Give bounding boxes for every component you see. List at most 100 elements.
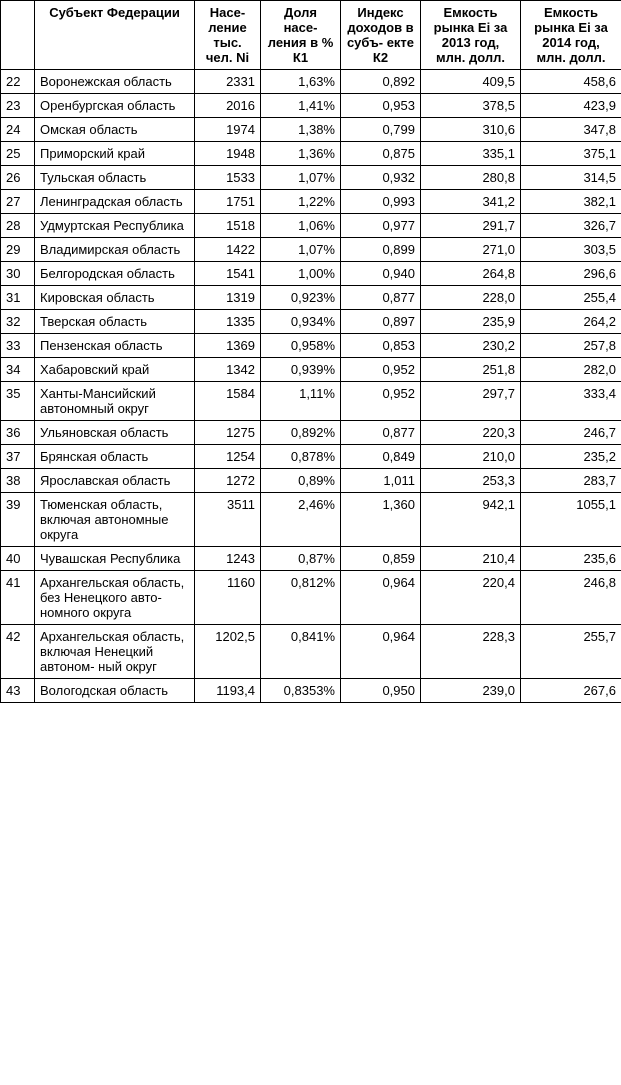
cell-value: 0,964: [341, 571, 421, 625]
cell-value: 1369: [195, 334, 261, 358]
cell-value: 423,9: [521, 94, 621, 118]
subject-name: Удмуртская Республика: [35, 214, 195, 238]
cell-value: 0,878%: [261, 445, 341, 469]
table-row: 25Приморский край19481,36%0,875335,1375,…: [1, 142, 621, 166]
cell-value: 1193,4: [195, 679, 261, 703]
col-header-index: [1, 1, 35, 70]
cell-value: 255,7: [521, 625, 621, 679]
cell-value: 0,841%: [261, 625, 341, 679]
row-index: 39: [1, 493, 35, 547]
cell-value: 1202,5: [195, 625, 261, 679]
cell-value: 1751: [195, 190, 261, 214]
cell-value: 1584: [195, 382, 261, 421]
table-row: 33Пензенская область13690,958%0,853230,2…: [1, 334, 621, 358]
table-row: 36Ульяновская область12750,892%0,877220,…: [1, 421, 621, 445]
cell-value: 0,853: [341, 334, 421, 358]
subject-name: Вологодская область: [35, 679, 195, 703]
row-index: 30: [1, 262, 35, 286]
subject-name: Тюменская область, включая автономные ок…: [35, 493, 195, 547]
cell-value: 296,6: [521, 262, 621, 286]
cell-value: 0,934%: [261, 310, 341, 334]
cell-value: 1,36%: [261, 142, 341, 166]
table-row: 41Архангельская область, без Ненецкого а…: [1, 571, 621, 625]
subject-name: Ульяновская область: [35, 421, 195, 445]
row-index: 43: [1, 679, 35, 703]
cell-value: 255,4: [521, 286, 621, 310]
cell-value: 0,8353%: [261, 679, 341, 703]
cell-value: 228,3: [421, 625, 521, 679]
row-index: 36: [1, 421, 35, 445]
subject-name: Омская область: [35, 118, 195, 142]
cell-value: 1,38%: [261, 118, 341, 142]
cell-value: 0,964: [341, 625, 421, 679]
cell-value: 347,8: [521, 118, 621, 142]
cell-value: 0,952: [341, 358, 421, 382]
subject-name: Владимирская область: [35, 238, 195, 262]
table-body: 22Воронежская область23311,63%0,892409,5…: [1, 70, 621, 703]
table-row: 37Брянская область12540,878%0,849210,023…: [1, 445, 621, 469]
cell-value: 0,958%: [261, 334, 341, 358]
cell-value: 0,953: [341, 94, 421, 118]
table-row: 24Омская область19741,38%0,799310,6347,8: [1, 118, 621, 142]
cell-value: 382,1: [521, 190, 621, 214]
cell-value: 0,87%: [261, 547, 341, 571]
row-index: 25: [1, 142, 35, 166]
table-row: 40Чувашская Республика12430,87%0,859210,…: [1, 547, 621, 571]
cell-value: 2016: [195, 94, 261, 118]
cell-value: 0,923%: [261, 286, 341, 310]
cell-value: 235,2: [521, 445, 621, 469]
cell-value: 1335: [195, 310, 261, 334]
cell-value: 326,7: [521, 214, 621, 238]
cell-value: 0,877: [341, 286, 421, 310]
cell-value: 0,859: [341, 547, 421, 571]
regions-table: Субъект Федерации Насе- ление тыс. чел. …: [0, 0, 621, 703]
cell-value: 220,3: [421, 421, 521, 445]
subject-name: Приморский край: [35, 142, 195, 166]
cell-value: 1319: [195, 286, 261, 310]
cell-value: 3511: [195, 493, 261, 547]
cell-value: 2331: [195, 70, 261, 94]
cell-value: 1254: [195, 445, 261, 469]
cell-value: 230,2: [421, 334, 521, 358]
cell-value: 297,7: [421, 382, 521, 421]
cell-value: 0,849: [341, 445, 421, 469]
row-index: 34: [1, 358, 35, 382]
cell-value: 264,2: [521, 310, 621, 334]
cell-value: 1275: [195, 421, 261, 445]
table-row: 39Тюменская область, включая автономные …: [1, 493, 621, 547]
cell-value: 0,892: [341, 70, 421, 94]
cell-value: 1,41%: [261, 94, 341, 118]
table-row: 28Удмуртская Республика15181,06%0,977291…: [1, 214, 621, 238]
subject-name: Брянская область: [35, 445, 195, 469]
subject-name: Архангельская область, без Ненецкого авт…: [35, 571, 195, 625]
table-row: 23Оренбургская область20161,41%0,953378,…: [1, 94, 621, 118]
cell-value: 1,011: [341, 469, 421, 493]
col-header-capacity-2013: Емкость рынка Ei за 2013 год, млн. долл.: [421, 1, 521, 70]
cell-value: 235,9: [421, 310, 521, 334]
subject-name: Ханты-Мансийский автономный округ: [35, 382, 195, 421]
row-index: 40: [1, 547, 35, 571]
cell-value: 251,8: [421, 358, 521, 382]
cell-value: 458,6: [521, 70, 621, 94]
cell-value: 942,1: [421, 493, 521, 547]
cell-value: 1,00%: [261, 262, 341, 286]
cell-value: 257,8: [521, 334, 621, 358]
cell-value: 282,0: [521, 358, 621, 382]
row-index: 22: [1, 70, 35, 94]
row-index: 29: [1, 238, 35, 262]
col-header-subject: Субъект Федерации: [35, 1, 195, 70]
cell-value: 0,897: [341, 310, 421, 334]
cell-value: 1272: [195, 469, 261, 493]
col-header-population: Насе- ление тыс. чел. Ni: [195, 1, 261, 70]
cell-value: 0,89%: [261, 469, 341, 493]
cell-value: 239,0: [421, 679, 521, 703]
subject-name: Чувашская Республика: [35, 547, 195, 571]
table-row: 34Хабаровский край13420,939%0,952251,828…: [1, 358, 621, 382]
cell-value: 409,5: [421, 70, 521, 94]
col-header-share: Доля насе- ления в % К1: [261, 1, 341, 70]
subject-name: Хабаровский край: [35, 358, 195, 382]
cell-value: 310,6: [421, 118, 521, 142]
cell-value: 314,5: [521, 166, 621, 190]
table-header-row: Субъект Федерации Насе- ление тыс. чел. …: [1, 1, 621, 70]
cell-value: 0,812%: [261, 571, 341, 625]
